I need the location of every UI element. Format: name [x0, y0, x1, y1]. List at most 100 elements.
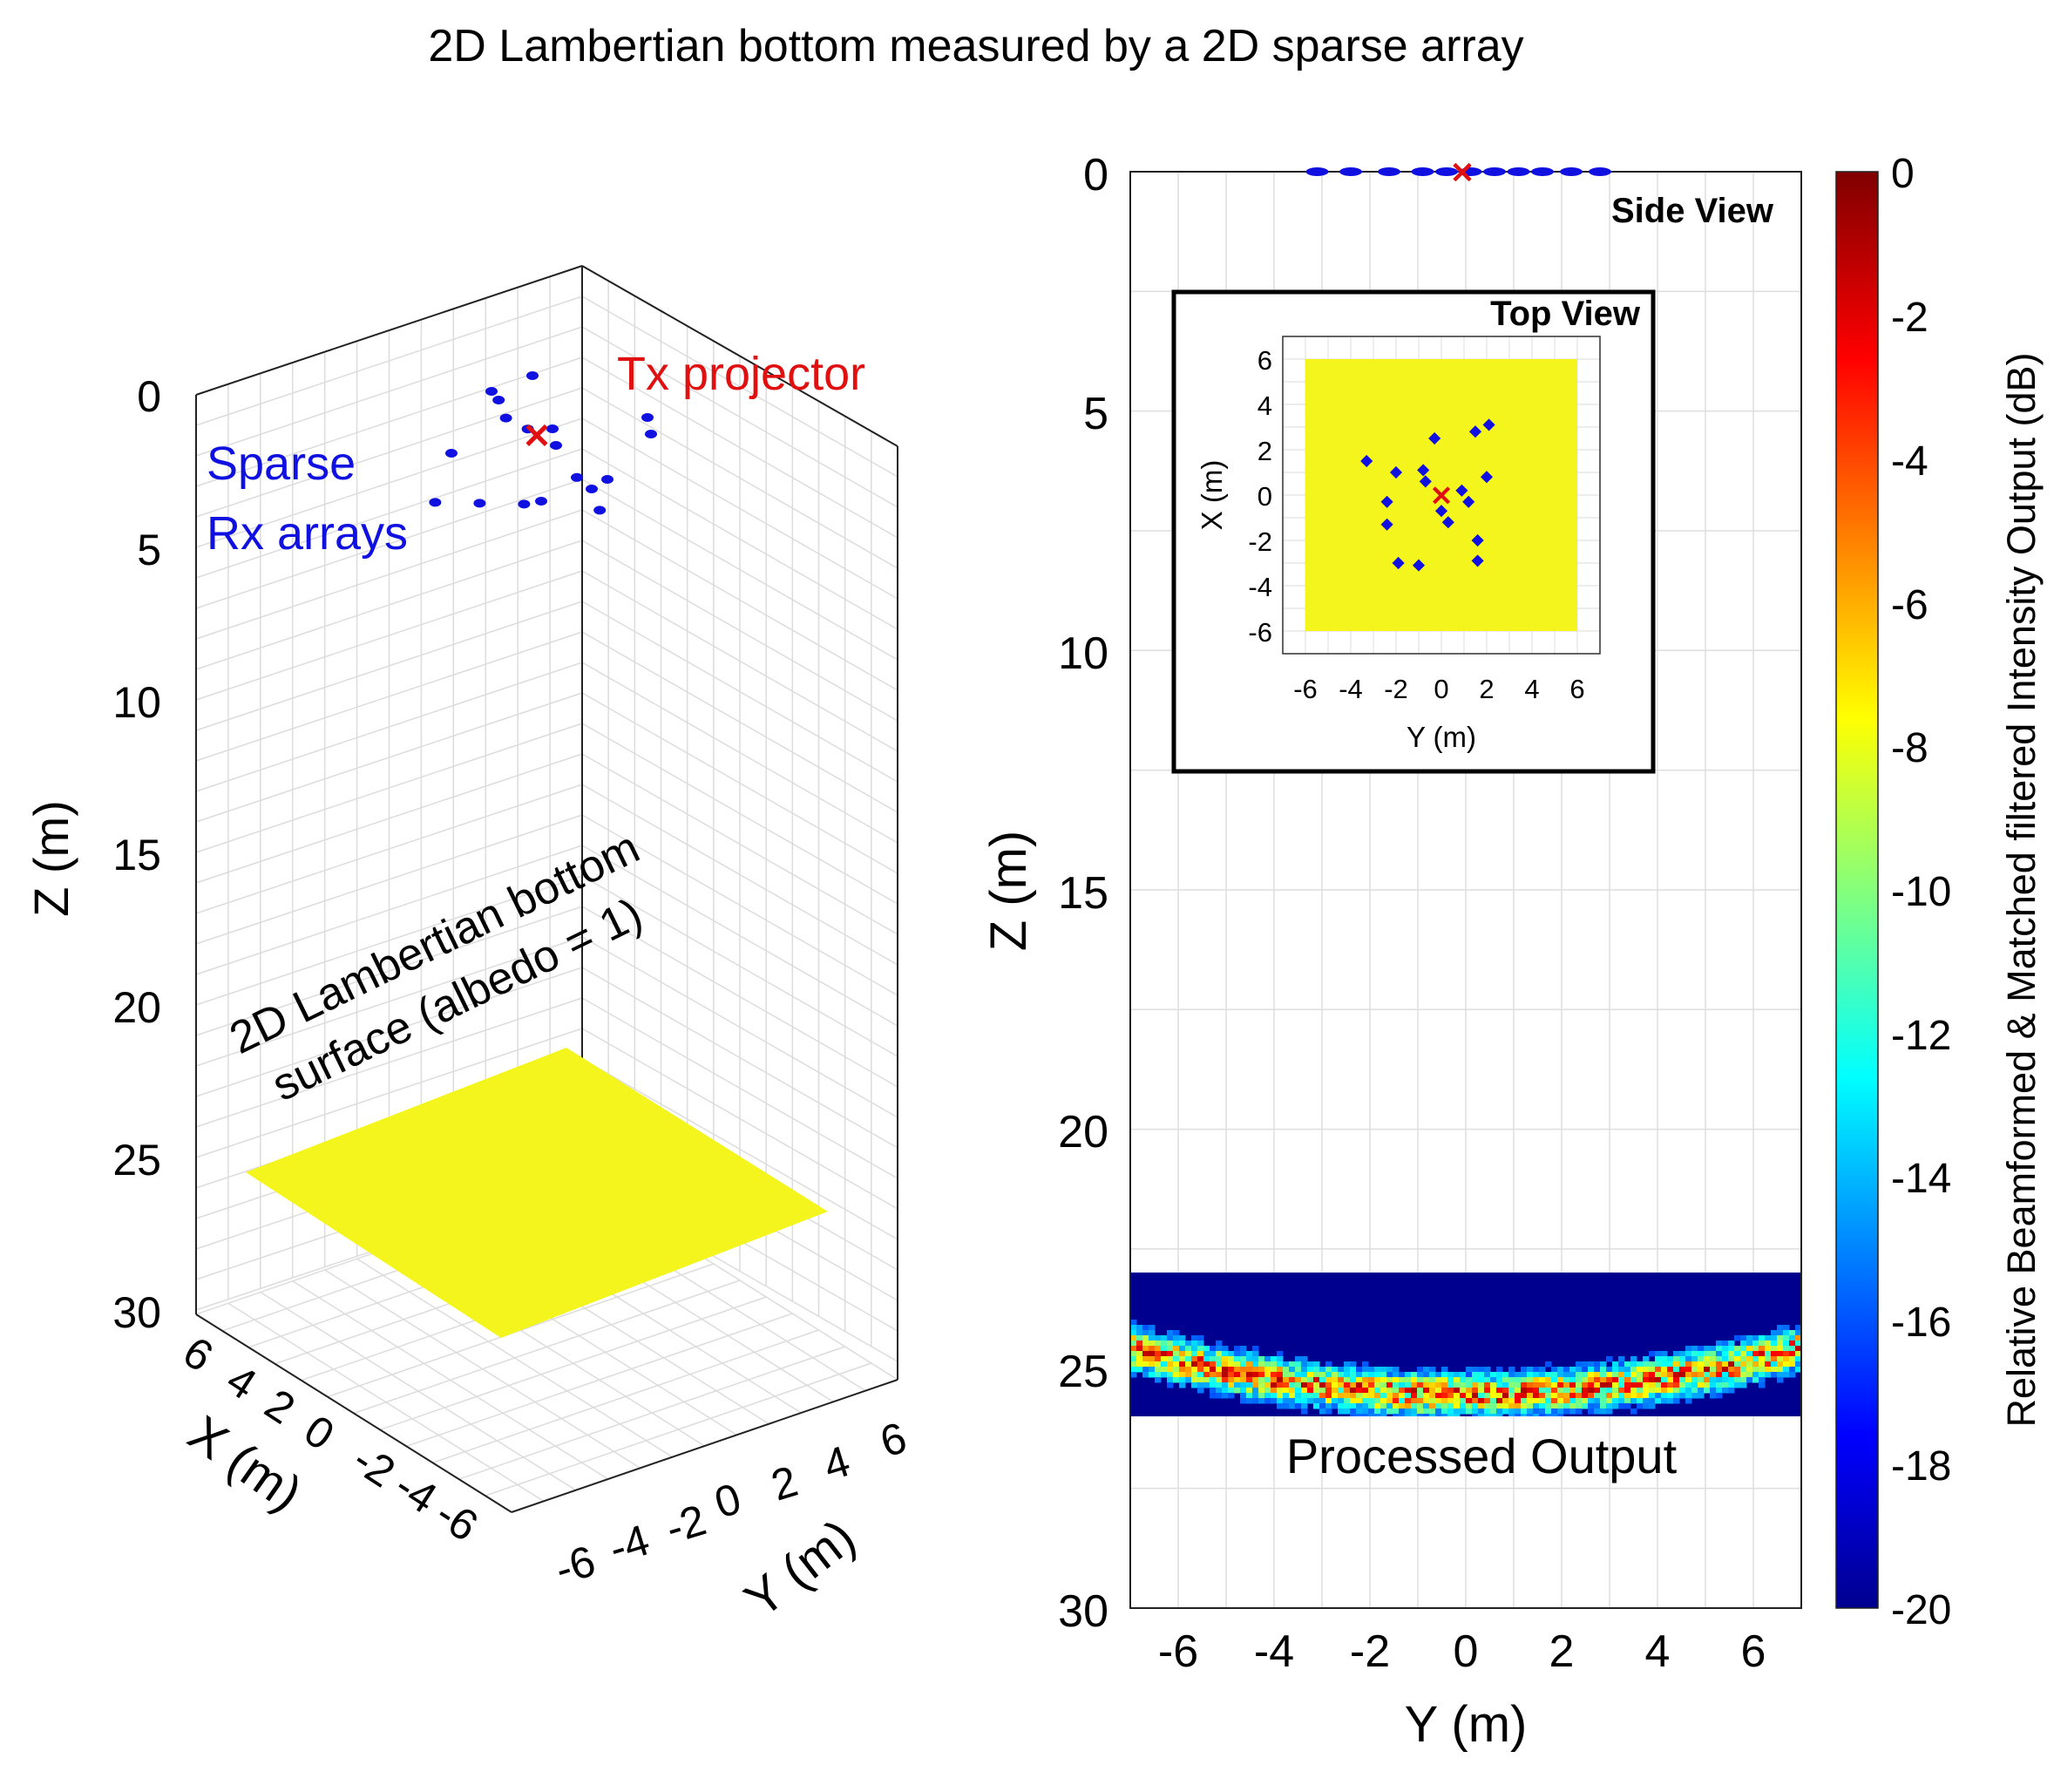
side-array-marker [1483, 167, 1506, 176]
band-cell [1563, 1403, 1570, 1409]
band-cell [1222, 1367, 1229, 1373]
band-cell [1600, 1388, 1607, 1394]
band-cell [1149, 1346, 1156, 1352]
band-cell [1722, 1377, 1729, 1383]
band-cell [1478, 1367, 1485, 1373]
band-cell [1704, 1377, 1711, 1383]
band-cell [1777, 1372, 1784, 1378]
band-cell [1527, 1398, 1534, 1404]
band-cell [1691, 1382, 1698, 1388]
band-cell [1484, 1414, 1491, 1416]
band-cell [1582, 1361, 1589, 1368]
rx-point-3d [492, 396, 505, 404]
band-cell [1441, 1414, 1448, 1416]
band-cell [1685, 1372, 1692, 1378]
band-cell [1661, 1372, 1668, 1378]
band-cell [1167, 1351, 1174, 1357]
band-cell [1368, 1414, 1375, 1416]
band-cell [1606, 1356, 1613, 1362]
band-cell [1563, 1398, 1570, 1404]
band-cell [1661, 1351, 1668, 1357]
band-cell [1447, 1414, 1454, 1416]
band-cell [1423, 1382, 1430, 1388]
band-cell [1246, 1382, 1253, 1388]
band-cell [1551, 1388, 1558, 1394]
band-cell [1386, 1382, 1393, 1388]
band-cell [1234, 1377, 1241, 1383]
band-cell [1356, 1388, 1363, 1394]
band-cell [1759, 1341, 1766, 1347]
band-cell [1716, 1388, 1723, 1394]
band-cell [1155, 1346, 1162, 1352]
band-cell [1710, 1356, 1717, 1362]
band-cell [1588, 1377, 1595, 1383]
band-cell [1527, 1393, 1534, 1399]
band-cell [1380, 1367, 1387, 1373]
rx-point-3d [521, 424, 534, 434]
axes-3d-frame [195, 265, 898, 1513]
band-cell [1515, 1414, 1522, 1416]
band-cell [1405, 1372, 1412, 1378]
band-cell [1722, 1356, 1729, 1362]
band-cell [1307, 1388, 1314, 1394]
band-cell [1594, 1388, 1601, 1394]
band-cell [1759, 1367, 1766, 1373]
inset-x-label: X (m) [1196, 460, 1228, 531]
band-cell [1472, 1382, 1479, 1388]
band-cell [1173, 1351, 1180, 1357]
band-cell [1777, 1335, 1784, 1341]
band-cell [1630, 1398, 1637, 1404]
band-cell [1447, 1408, 1454, 1415]
band-cell [1490, 1388, 1497, 1394]
band-cell [1789, 1356, 1796, 1362]
band-cell [1655, 1367, 1662, 1373]
band-cell [1746, 1372, 1753, 1378]
band-cell [1301, 1367, 1308, 1373]
band-cell [1399, 1372, 1406, 1378]
band-cell [1472, 1408, 1479, 1415]
band-cell [1588, 1408, 1595, 1415]
band-cell [1435, 1398, 1442, 1404]
band-cell [1691, 1356, 1698, 1362]
band-cell [1649, 1351, 1656, 1357]
band-cell [1332, 1398, 1339, 1404]
band-cell [1484, 1377, 1491, 1383]
inset-point [1428, 431, 1441, 445]
band-cell [1191, 1361, 1198, 1368]
band-cell [1319, 1393, 1326, 1399]
rx-point-3d [645, 430, 657, 438]
band-cell [1460, 1398, 1467, 1404]
band-cell [1490, 1377, 1497, 1383]
band-cell [1740, 1341, 1747, 1347]
band-cell [1325, 1408, 1332, 1415]
band-cell [1637, 1377, 1644, 1383]
band-cell [1551, 1414, 1558, 1416]
inset-point [1389, 465, 1403, 479]
band-cell [1673, 1361, 1680, 1368]
band-cell [1417, 1414, 1424, 1416]
band-cell [1429, 1393, 1436, 1399]
band-cell [1393, 1408, 1400, 1415]
band-cell [1569, 1377, 1576, 1383]
band-cell [1618, 1388, 1625, 1394]
band-cell [1386, 1377, 1393, 1383]
band-cell [1759, 1382, 1766, 1388]
inset-points [1360, 418, 1495, 572]
rx-point-3d [518, 499, 531, 509]
band-cell [1441, 1393, 1448, 1399]
band-cell [1301, 1398, 1308, 1404]
band-cell [1789, 1367, 1796, 1373]
band-cell [1679, 1361, 1686, 1368]
band-cell [1393, 1403, 1400, 1409]
band-cell [1716, 1356, 1723, 1362]
inset-y-tick: 2 [1479, 674, 1494, 704]
band-cell [1423, 1367, 1430, 1373]
band-cell [1630, 1393, 1637, 1399]
band-cell [1301, 1372, 1308, 1378]
z-tick-labels-3d: 0 5 10 15 20 25 30 [112, 372, 161, 1337]
band-cell [1515, 1388, 1522, 1394]
band-cell [1203, 1356, 1210, 1362]
band-cell [1325, 1377, 1332, 1383]
rx-array-points-3d [429, 371, 657, 515]
band-cell [1746, 1335, 1753, 1341]
